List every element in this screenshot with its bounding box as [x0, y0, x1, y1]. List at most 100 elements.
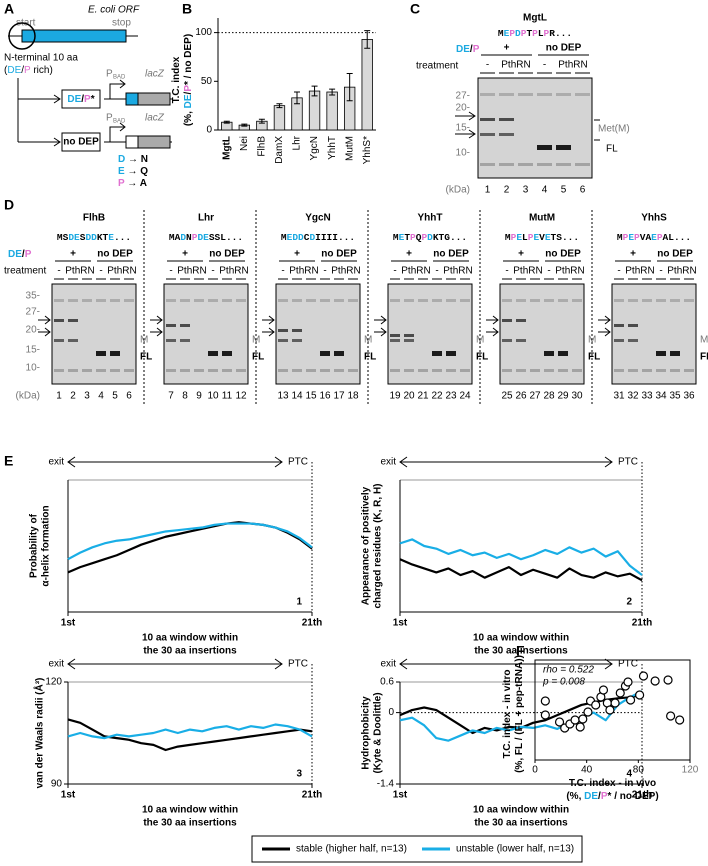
text-run: -	[618, 778, 621, 789]
y-axis-label: Appearance of positively	[361, 486, 372, 605]
x-tick-label: 21th	[302, 618, 323, 629]
text-run: →	[128, 154, 138, 165]
text-run: C	[502, 743, 513, 750]
gel-band	[502, 339, 512, 342]
gel-band	[68, 339, 78, 342]
text-run: /	[514, 737, 525, 740]
text-run: e	[502, 717, 513, 723]
promoter: P	[106, 113, 113, 124]
gel-band	[194, 299, 204, 302]
gel-band	[348, 369, 358, 372]
text-run: L	[220, 232, 226, 243]
text-run: .	[456, 232, 462, 243]
point	[666, 711, 676, 721]
gel-band	[642, 369, 652, 372]
x-tick-label: 0	[532, 765, 538, 776]
label: 1	[485, 185, 491, 196]
text-run: T	[551, 232, 557, 243]
construct-lines	[104, 79, 172, 143]
nodep-box	[61, 132, 101, 152]
text-run: .	[680, 232, 686, 243]
text-run: c	[39, 65, 44, 76]
text-run: +	[514, 711, 525, 717]
text-run: T	[569, 778, 575, 789]
text-run: P	[528, 232, 534, 243]
text-run: )	[514, 655, 525, 658]
panel-label: C	[410, 1, 420, 17]
arrows	[374, 315, 387, 337]
arrows	[598, 315, 611, 337]
point	[570, 715, 580, 725]
plot-box	[534, 659, 691, 761]
text-run: D	[68, 232, 74, 243]
label: 35	[669, 391, 681, 402]
label: PthRN	[219, 266, 248, 277]
text-run: o	[650, 778, 656, 789]
nodep-insert	[125, 135, 139, 149]
gel-band	[530, 299, 540, 302]
text-run: )	[655, 791, 658, 802]
dep-label: DE/P*	[67, 94, 94, 105]
label: -	[547, 266, 550, 277]
text-run: /	[598, 791, 601, 802]
text-run: A	[140, 178, 147, 189]
text-run: (	[4, 65, 8, 76]
text-run: D	[309, 232, 315, 243]
gel-band	[208, 351, 218, 356]
text-run: /	[21, 65, 24, 76]
label: PthRN	[401, 266, 430, 277]
text-run: D	[427, 232, 433, 243]
gel-band	[68, 369, 78, 372]
text-run: T	[439, 232, 445, 243]
panel-label: A	[4, 1, 14, 17]
text-run: %	[570, 791, 579, 802]
gel-band	[222, 369, 232, 372]
label: 14	[291, 391, 303, 402]
x-axis-label: 10 aa window within	[473, 805, 569, 816]
gel-band	[82, 299, 92, 302]
gel-band	[306, 369, 316, 372]
gel-band	[614, 299, 624, 302]
gel-band	[575, 163, 590, 166]
gel-band	[418, 369, 428, 372]
label: 27-	[26, 307, 40, 318]
label: 20-	[456, 103, 470, 114]
text-run: .	[338, 232, 344, 243]
text-run: D	[298, 232, 304, 243]
gel-band	[446, 299, 456, 302]
gel-band	[684, 299, 694, 302]
text-run: M	[505, 232, 511, 243]
arrows	[262, 315, 275, 337]
text-run: d	[171, 68, 182, 74]
text-run: .	[450, 232, 456, 243]
label: Lhr	[198, 213, 214, 224]
gel-band	[292, 369, 302, 372]
text-run: I	[327, 232, 333, 243]
label: +	[294, 249, 300, 260]
y-tick-label: 100	[195, 27, 212, 38]
text-run: S	[80, 232, 86, 243]
text-run: i	[37, 65, 39, 76]
ptc-label: PTC	[618, 659, 638, 670]
gel-band	[208, 369, 218, 372]
gel-band	[499, 163, 514, 166]
text-run: P	[118, 178, 125, 189]
text-run: .	[349, 232, 355, 243]
y-axis-label: α-helix formation	[41, 505, 52, 586]
label: M	[252, 335, 260, 346]
gel-band	[544, 299, 554, 302]
gel-band	[628, 369, 638, 372]
label: PthRN	[65, 266, 94, 277]
label: MSDESDDKTE...	[57, 232, 131, 243]
gel-band	[110, 369, 120, 372]
gel-band	[166, 339, 176, 342]
label: 33	[641, 391, 653, 402]
text-run: n	[502, 694, 513, 700]
label: +	[518, 249, 524, 260]
label: 32	[627, 391, 639, 402]
point	[625, 695, 636, 705]
y-axis-label: charged residues (K, R, H)	[373, 483, 384, 608]
label: 8	[182, 391, 188, 402]
panel-label: B	[182, 1, 192, 17]
text-run: C	[304, 232, 310, 243]
